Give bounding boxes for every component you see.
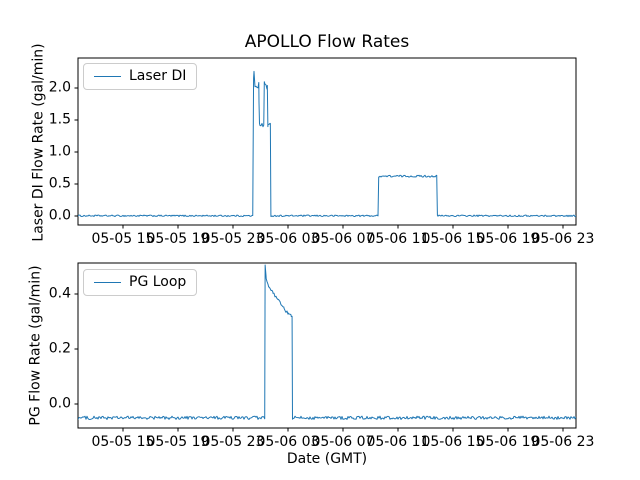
x-tick-label: 05-05 15 — [91, 231, 155, 247]
x-tick-label: 05-05 19 — [146, 434, 210, 450]
y-tick-label: 0.5 — [48, 175, 71, 192]
x-tick-label: 05-05 23 — [201, 231, 265, 247]
x-tick-label: 05-06 23 — [531, 231, 595, 247]
x-tick-label: 05-06 03 — [256, 434, 320, 450]
y-tick-label: 0.0 — [48, 395, 71, 412]
x-tick-label: 05-06 07 — [311, 231, 375, 247]
x-tick-label: 05-05 23 — [201, 434, 265, 450]
x-axis-label: Date (GMT) — [286, 451, 368, 467]
legend-label-laser-di: Laser DI — [129, 68, 187, 84]
x-tick-label: 05-06 19 — [476, 434, 540, 450]
legend-laser-di: Laser DI — [83, 63, 198, 90]
x-tick-label: 05-06 03 — [256, 231, 320, 247]
legend-label-pg-loop: PG Loop — [129, 274, 187, 290]
y-tick-label: 0.0 — [48, 207, 71, 224]
x-tick-label: 05-05 15 — [91, 434, 155, 450]
x-tick-label: 05-06 07 — [311, 434, 375, 450]
x-tick-label: 05-06 19 — [476, 231, 540, 247]
x-tick-label: 05-06 11 — [366, 231, 430, 247]
y-tick-label: 1.5 — [48, 111, 71, 128]
x-tick-label: 05-05 19 — [146, 231, 210, 247]
y-tick-label: 0.2 — [48, 340, 71, 357]
y-tick-label: 1.0 — [48, 143, 71, 160]
chart-title: APOLLO Flow Rates — [244, 32, 410, 52]
legend-line-sample-icon — [94, 281, 121, 283]
legend-line-sample-icon — [94, 75, 121, 77]
x-tick-label: 05-06 15 — [421, 231, 485, 247]
x-tick-label: 05-06 15 — [421, 434, 485, 450]
y-tick-label: 0.4 — [48, 285, 71, 302]
x-tick-label: 05-06 11 — [366, 434, 430, 450]
legend-pg-loop: PG Loop — [83, 269, 198, 296]
x-tick-label: 05-06 23 — [531, 434, 595, 450]
y-tick-label: 2.0 — [48, 79, 71, 96]
